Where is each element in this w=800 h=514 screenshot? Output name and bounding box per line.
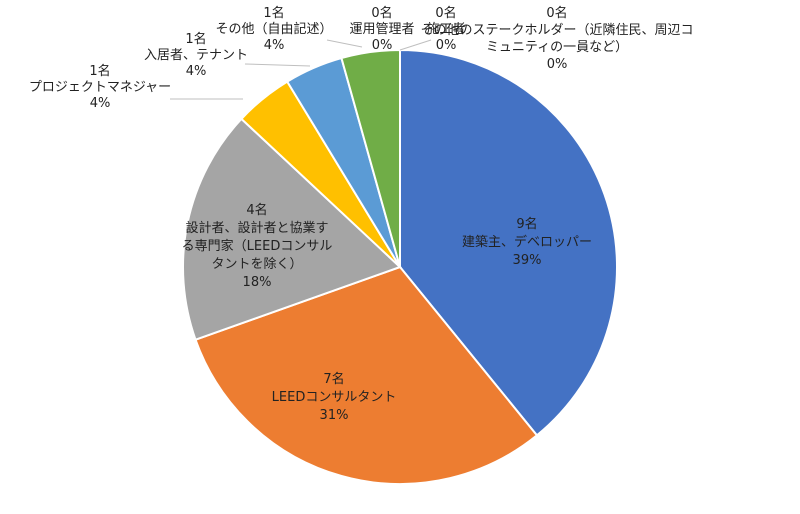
- data-label-line: 0名: [435, 5, 456, 21]
- data-label-line: 39%: [513, 253, 542, 268]
- data-label-line: 0%: [436, 38, 457, 53]
- data-label-line: 18%: [243, 275, 272, 290]
- leader-line-4: [244, 63, 311, 67]
- data-label-0: 9名建築主、デベロッパー 39%: [462, 216, 592, 268]
- data-label-7: 0名施工者 0%: [426, 5, 465, 53]
- leader-line-7: [399, 39, 432, 51]
- data-label-line: 4%: [186, 64, 207, 79]
- data-label-line: タントを除く）: [211, 257, 302, 272]
- data-label-line: 運用管理者: [349, 22, 414, 37]
- data-label-1: 7名 LEEDコンサルタント 31%: [272, 371, 397, 423]
- data-label-line: 31%: [320, 408, 349, 423]
- data-label-line: 建築主、デベロッパー: [462, 234, 592, 250]
- data-label-line: プロジェクトマネジャー: [29, 80, 171, 95]
- data-labels: 9名建築主、デベロッパー 39% 7名 LEEDコンサルタント 31% 4名設計者、設計者…: [29, 5, 694, 423]
- pie-slice-5: [340, 48, 401, 268]
- data-label-line: 0%: [547, 57, 568, 72]
- pie-slice-0: [399, 48, 619, 437]
- data-label-8: 0名その他のステークホルダー（近隣住民、周辺コミュニティの一員など） 0%: [420, 5, 693, 72]
- data-label-line: 4名: [246, 202, 267, 218]
- data-label-line: 4%: [264, 38, 285, 53]
- data-label-line: 設計者、設計者と協業す: [185, 220, 328, 236]
- data-label-2: 4名設計者、設計者と協業する専門家（LEEDコンサルタントを除く） 18%: [182, 202, 333, 290]
- data-label-line: る専門家（LEEDコンサル: [182, 238, 333, 254]
- data-label-4: 1名入居者、テナント 4%: [144, 31, 248, 79]
- data-label-line: その他のステークホルダー（近隣住民、周辺コ: [420, 22, 693, 38]
- data-label-line: 1名: [89, 63, 110, 79]
- data-label-line: 9名: [516, 216, 537, 232]
- data-label-line: 1名: [263, 5, 284, 21]
- data-label-line: 0%: [372, 38, 393, 53]
- leader-lines: [170, 39, 432, 100]
- data-label-line: ミュニティの一員など）: [486, 40, 628, 55]
- data-label-5: 1名その他（自由記述） 4%: [215, 5, 332, 53]
- data-label-line: その他（自由記述）: [215, 21, 332, 37]
- data-label-3: 1名プロジェクトマネジャー 4%: [29, 63, 171, 111]
- data-label-line: 7名: [323, 371, 344, 387]
- data-label-line: 入居者、テナント: [144, 48, 248, 63]
- data-label-line: 4%: [90, 96, 111, 111]
- leader-line-5: [326, 39, 363, 48]
- data-label-line: 1名: [185, 31, 206, 47]
- pie-slice-1: [194, 265, 539, 485]
- data-label-line: 0名: [546, 5, 567, 21]
- pie-slices: [182, 48, 619, 485]
- data-label-line: 施工者: [426, 22, 465, 37]
- pie-slice-2: [182, 117, 402, 341]
- data-label-line: 0名: [371, 5, 392, 21]
- data-label-6: 0名運用管理者 0%: [349, 5, 414, 53]
- data-label-line: LEEDコンサルタント: [272, 390, 397, 405]
